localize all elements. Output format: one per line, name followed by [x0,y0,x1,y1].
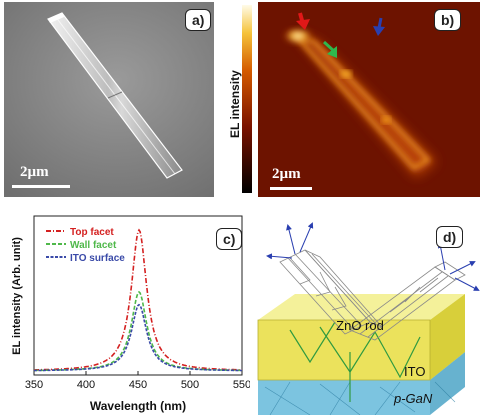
colorbar [242,5,252,193]
zno-rod-label: ZnO rod [336,318,384,333]
colorbar-label: EL intensity [228,70,242,138]
blue-arrow-icon [373,17,385,36]
panel-b-el-map: EL intensity b) 2µm [228,2,480,197]
panel-b-scale-label: 2µm [272,166,301,182]
schematic-graphic: ZnO rod ITO p-GaN [257,222,480,416]
plot-frame [33,215,243,376]
pgan-label: p-GaN [393,391,433,406]
series-line-1 [34,290,243,372]
spectra-svg: 350 400 450 500 550 Top facet Wall facet ITO s… [11,215,251,413]
legend-label: ITO surface [70,253,125,264]
ito-layer [257,294,465,381]
x-axis-label: Wavelength (nm) [90,399,186,413]
panel-d-schematic: ZnO rod ITO p-GaN d) [250,212,480,416]
x-tick-label: 550 [233,379,250,391]
sem-image-graphic [4,2,230,197]
zno-rods-wireframe [279,249,466,341]
x-tick-label: 500 [181,379,199,391]
legend-label: Top facet [70,227,114,238]
el-map-graphic [242,2,480,197]
x-tick-label: 450 [129,379,147,391]
panel-c-tag: c) [216,228,243,250]
legend-label: Wall facet [70,240,117,251]
panel-a-sem-image: a) 2µm [4,2,230,197]
series-line-2 [34,303,243,372]
panel-c-spectra-chart: 350 400 450 500 550 Top facet Wall facet ITO s… [0,212,251,415]
green-arrow-icon [322,40,337,58]
emission-arrows [266,222,480,291]
series-line-0 [34,228,242,371]
x-tick-label: 400 [77,379,95,391]
panel-a-scale-bar [12,185,70,188]
zno-rod-sem [47,12,183,179]
el-rod-emission [282,27,436,177]
panel-b-tag: b) [434,9,462,31]
panel-a-scale-label: 2µm [20,164,49,180]
panel-b-scale-bar [270,187,312,190]
red-arrow-icon [296,12,310,30]
panel-d-tag: d) [436,226,464,248]
x-tick-label: 350 [25,379,43,391]
ito-label: ITO [404,364,425,379]
y-axis-label: EL intensity (Arb. unit) [11,237,23,355]
panel-a-tag: a) [185,9,212,31]
